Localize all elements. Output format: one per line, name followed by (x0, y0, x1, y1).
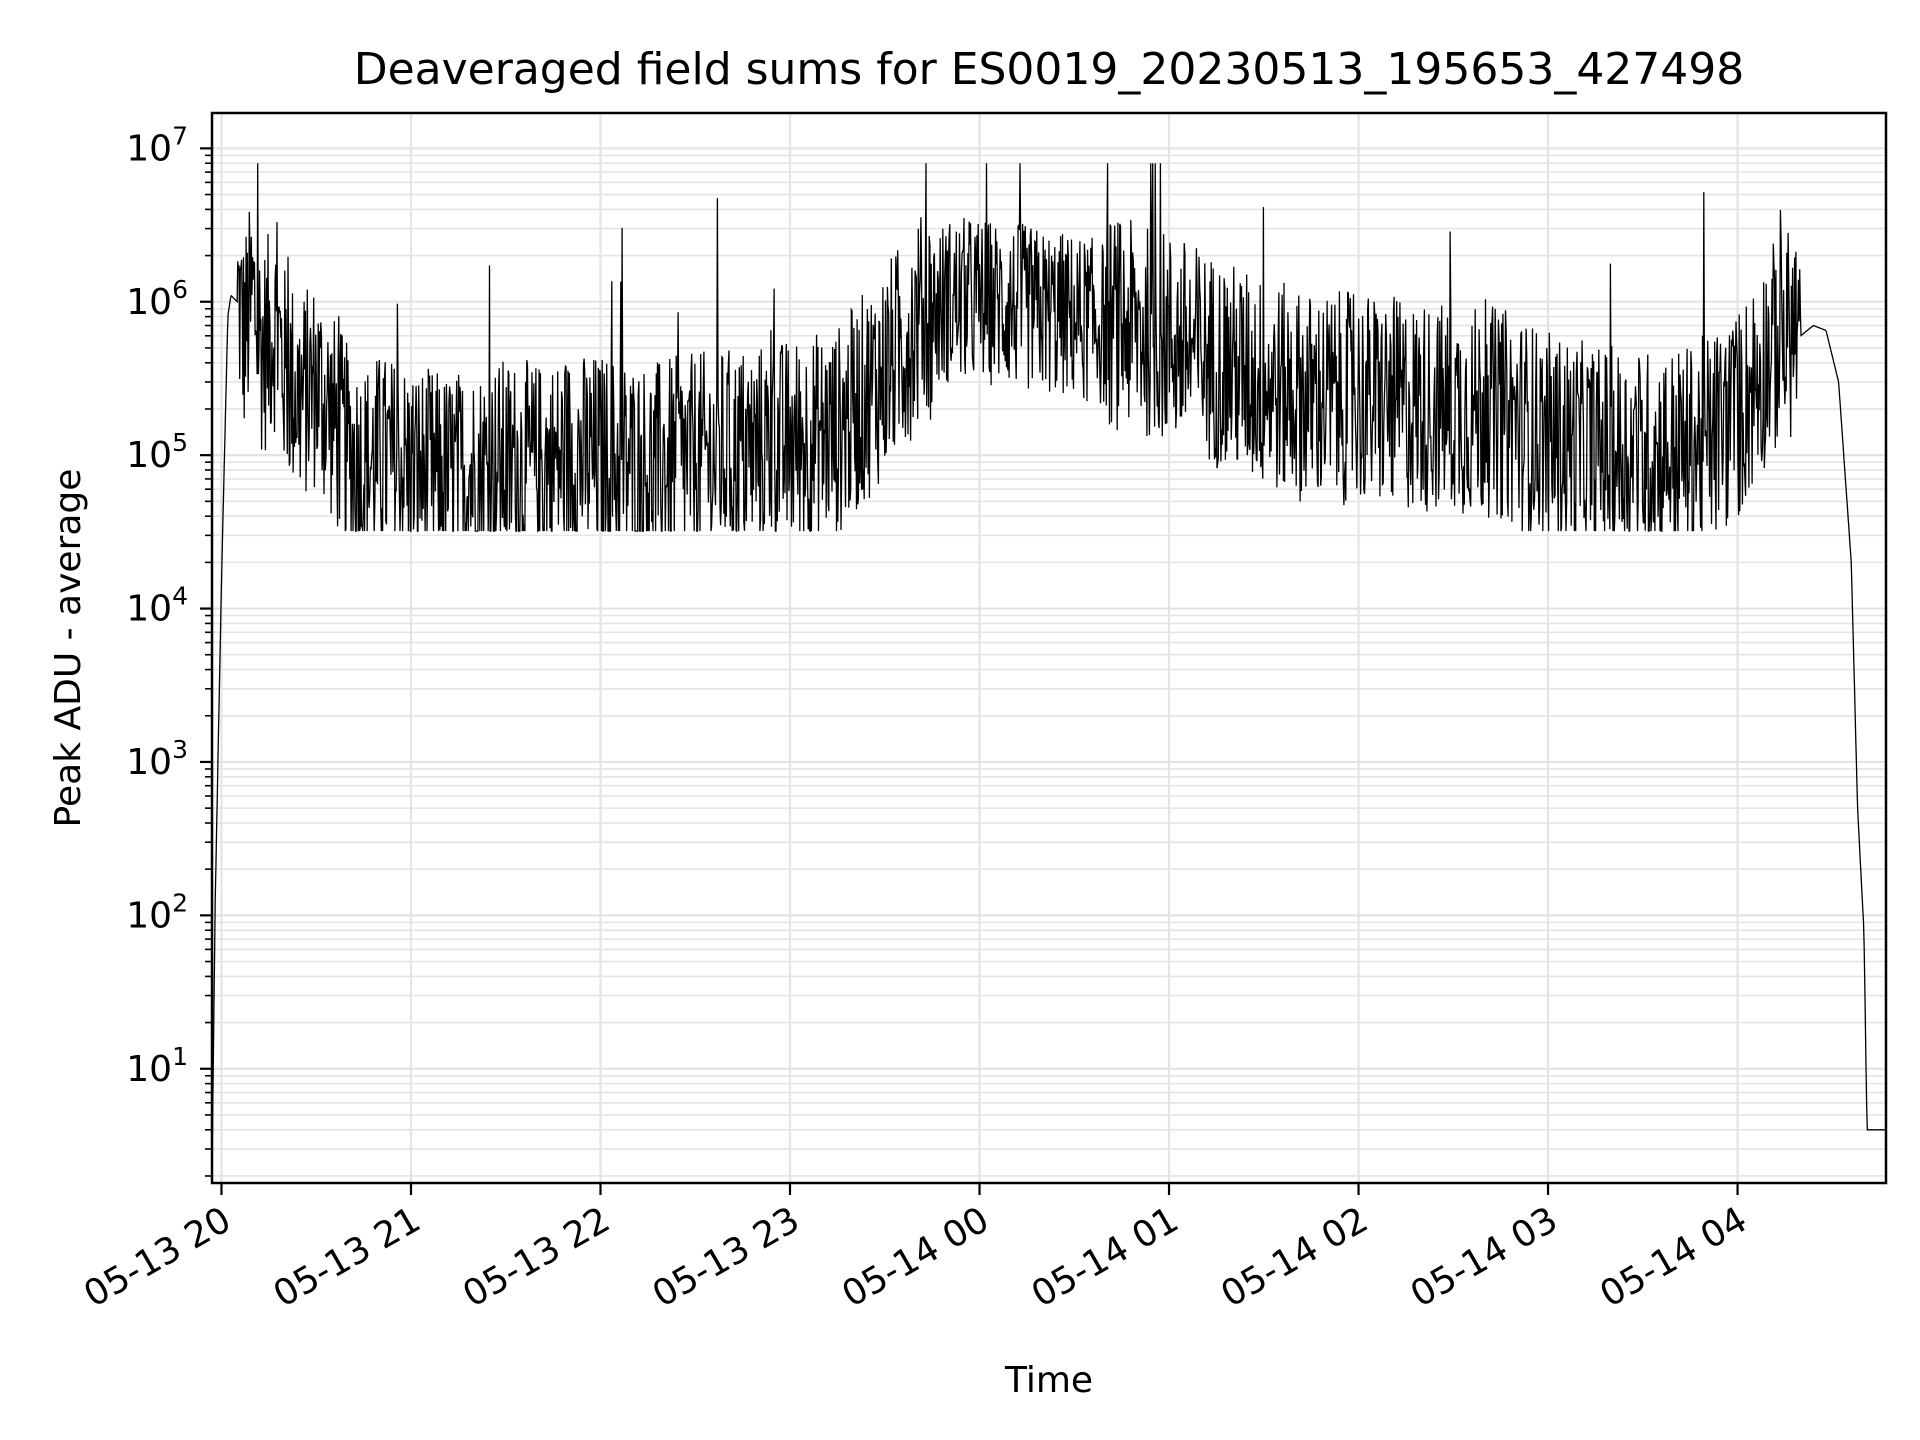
y-tick-label: 106 (126, 275, 188, 323)
plot-area (211, 163, 1886, 1177)
series-line (211, 163, 1886, 1177)
grid (212, 113, 1886, 1183)
y-tick-label: 103 (126, 735, 188, 783)
plot-frame (210, 111, 1888, 1185)
x-axis-title: Time (1004, 1360, 1093, 1401)
chart-title: Deaveraged field sums for ES0019_2023051… (354, 44, 1745, 95)
y-tick-label: 101 (126, 1042, 188, 1090)
y-tick-label: 107 (126, 121, 188, 169)
y-axis: 101 102 103 104 105 106 107 (126, 121, 212, 1177)
y-tick-label: 105 (126, 428, 188, 476)
y-axis-title: Peak ADU - average (48, 469, 89, 828)
y-tick-label: 102 (126, 888, 188, 936)
y-tick-label: 104 (126, 582, 188, 630)
